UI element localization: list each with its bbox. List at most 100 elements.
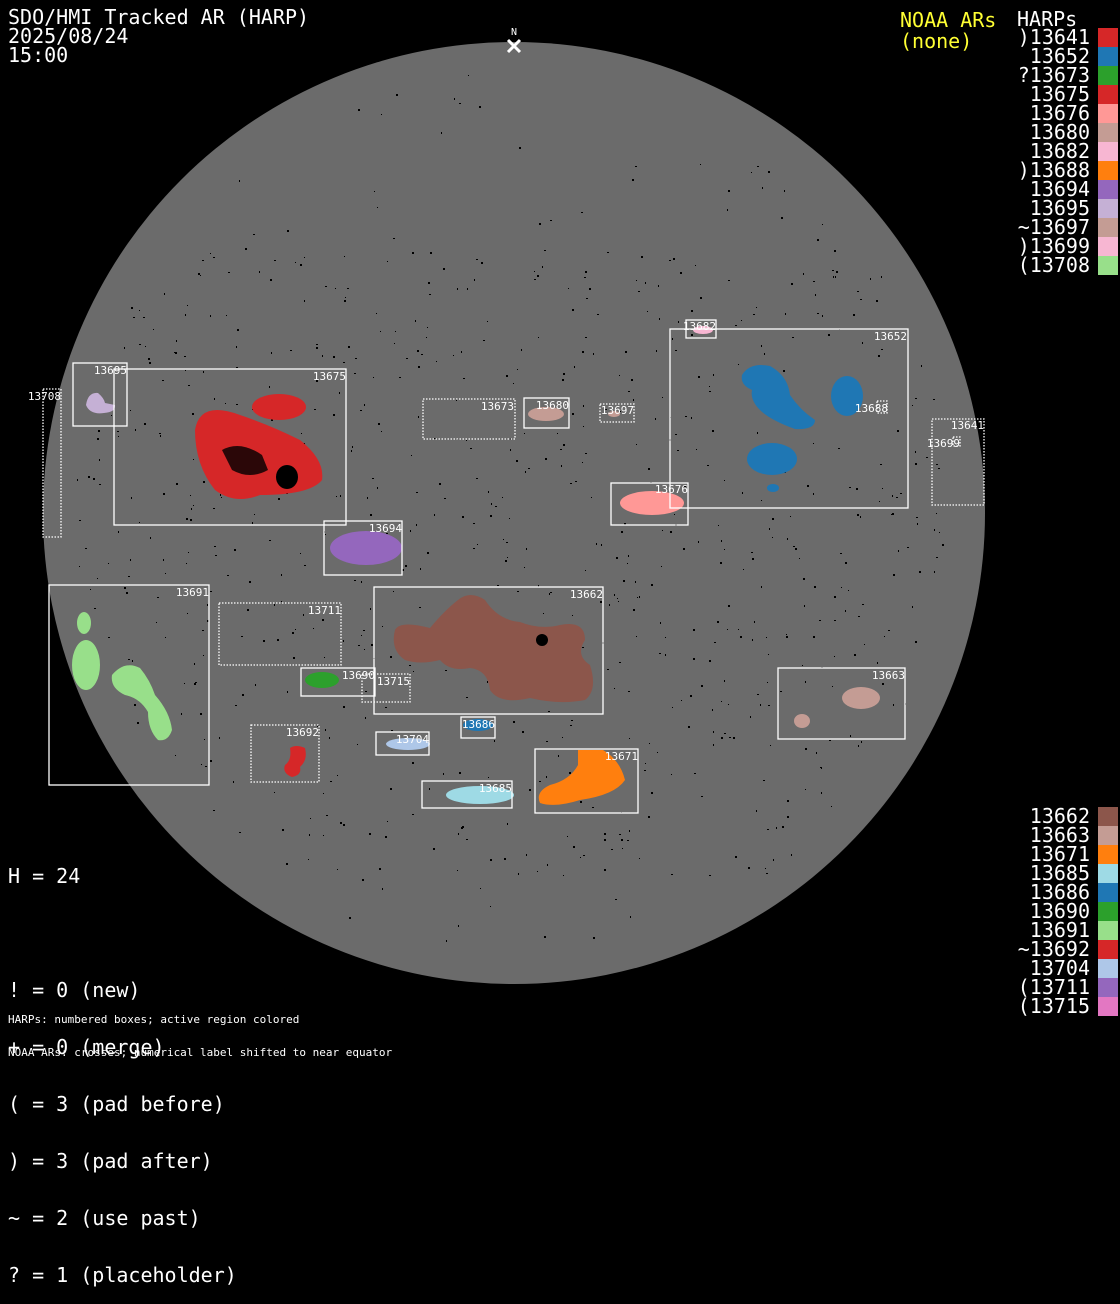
legend-label: 13671 xyxy=(1029,842,1090,866)
region-13676 xyxy=(620,491,684,515)
legend-swatch xyxy=(1098,85,1118,104)
legend-label: 13691 xyxy=(1029,918,1090,942)
legend-swatch xyxy=(1098,864,1118,883)
box-13685 xyxy=(421,780,513,809)
legend-swatch xyxy=(1098,959,1118,978)
label-13695: 13695 xyxy=(94,364,127,377)
region-13652-d xyxy=(767,484,779,492)
legend-item: 13691 xyxy=(990,918,1120,942)
stat-line: ~ = 2 (use past) xyxy=(8,1206,201,1230)
harp-legend-top: )13641 13652 ?13673 13675 13676 13680 13682)13… xyxy=(990,27,1120,275)
region-13697 xyxy=(608,411,620,417)
header: SDO/HMI Tracked AR (HARP) 2025/08/24 15:00 xyxy=(8,7,309,67)
box-13697 xyxy=(599,403,635,423)
legend-item: (13708 xyxy=(990,255,1120,275)
legend-swatch xyxy=(1098,902,1118,921)
box-13662 xyxy=(373,586,604,715)
legend-label: ~13697 xyxy=(1017,215,1090,239)
legend-swatch xyxy=(1098,883,1118,902)
box-13694 xyxy=(323,520,403,576)
harp-boxes xyxy=(42,319,985,814)
legend-label: 13652 xyxy=(1029,44,1090,68)
legend-item: 13695 xyxy=(990,196,1120,220)
legend-swatch xyxy=(1098,256,1118,275)
legend-swatch xyxy=(1098,997,1118,1016)
footer-line: NOAA ARs: crosses; numerical label shift… xyxy=(8,1046,393,1059)
label-13685: 13685 xyxy=(479,782,512,795)
label-13704: 13704 xyxy=(396,733,429,746)
legend-item: 13675 xyxy=(990,84,1120,104)
legend-swatch xyxy=(1098,845,1118,864)
legend-label: 13694 xyxy=(1029,177,1090,201)
legend-label: 13690 xyxy=(1029,899,1090,923)
label-13711: 13711 xyxy=(308,604,341,617)
label-13662: 13662 xyxy=(570,588,603,601)
legend-swatch xyxy=(1098,142,1118,161)
legend-swatch xyxy=(1098,218,1118,237)
legend-swatch xyxy=(1098,180,1118,199)
date: 2025/08/24 xyxy=(8,24,129,48)
legend-label: 13682 xyxy=(1029,139,1090,163)
region-13671 xyxy=(538,750,625,805)
region-13694 xyxy=(330,531,402,565)
label-13673: 13673 xyxy=(481,400,514,413)
box-13711 xyxy=(218,602,342,666)
legend-item: 13686 xyxy=(990,880,1120,904)
region-13652-c xyxy=(747,443,797,475)
box-13652 xyxy=(669,328,909,509)
legend-item: 13662 xyxy=(990,804,1120,828)
region-13663-a xyxy=(842,687,880,709)
legend-label: 13686 xyxy=(1029,880,1090,904)
north-cross-icon xyxy=(506,38,522,54)
region-13695 xyxy=(86,392,116,414)
label-13641: 13641 xyxy=(951,419,984,432)
legend-label: 13685 xyxy=(1029,861,1090,885)
legend-item: )13688 xyxy=(990,160,1120,180)
north-marker: N xyxy=(506,27,522,54)
legend-item: 13690 xyxy=(990,899,1120,923)
region-13691-a xyxy=(77,612,91,634)
label-13715: 13715 xyxy=(377,675,410,688)
box-13676 xyxy=(610,482,689,526)
legend-swatch xyxy=(1098,161,1118,180)
label-13699: 13699 xyxy=(927,437,960,450)
solar-disk xyxy=(43,42,985,984)
box-13663 xyxy=(777,667,906,740)
label-13663: 13663 xyxy=(872,669,905,682)
region-13682 xyxy=(693,326,713,334)
harp-count: H = 24 xyxy=(8,864,81,888)
legend-item: )13641 xyxy=(990,27,1120,47)
label-13692: 13692 xyxy=(286,726,319,739)
region-13663-b xyxy=(794,714,810,728)
legend-item: 13652 xyxy=(990,44,1120,68)
legend-swatch xyxy=(1098,66,1118,85)
region-13691-b xyxy=(72,640,100,690)
legend-swatch xyxy=(1098,123,1118,142)
region-13652-a xyxy=(741,365,815,430)
legend-item: 13682 xyxy=(990,139,1120,163)
region-13662-spot xyxy=(536,634,548,646)
legend-item: (13715 xyxy=(990,996,1120,1016)
legend-label: 13695 xyxy=(1029,196,1090,220)
legend-swatch xyxy=(1098,921,1118,940)
legend-item: 13704 xyxy=(990,958,1120,978)
legend-label: ?13673 xyxy=(1017,63,1090,87)
label-13671: 13671 xyxy=(605,750,638,763)
legend-label: 13662 xyxy=(1029,804,1090,828)
label-13676: 13676 xyxy=(655,483,688,496)
region-13690 xyxy=(305,672,339,688)
box-13708 xyxy=(42,388,62,538)
region-13675-core xyxy=(222,446,268,475)
noaa-value: (none) xyxy=(900,29,973,53)
region-13704 xyxy=(386,738,430,750)
box-13695 xyxy=(72,362,128,427)
legend-swatch xyxy=(1098,940,1118,959)
legend-swatch xyxy=(1098,978,1118,997)
legend-item: 13671 xyxy=(990,842,1120,866)
region-13686 xyxy=(463,719,493,731)
legend-label: 13676 xyxy=(1029,101,1090,125)
box-13691 xyxy=(48,584,210,786)
harp-labels: 13682 13652 13688 13641 13699 13676 1369… xyxy=(28,320,984,795)
box-13673 xyxy=(422,398,516,440)
time: 15:00 xyxy=(8,43,69,67)
